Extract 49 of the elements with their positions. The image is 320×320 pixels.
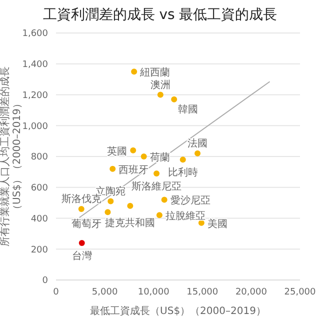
annotation: 紐西蘭 [139,66,170,79]
point [131,68,138,75]
chart-title: 工資利潤差的成長 vs 最低工資的成長 [42,6,278,25]
x-tick-label: 5,000 [92,287,118,298]
y-tick-label: 200 [30,245,48,256]
annotation: 斯洛伐克 [61,192,102,205]
point [180,156,186,163]
x-axis-title: 最低工資成長（US$）（2000–2019） [90,305,266,317]
point [127,202,134,209]
point [156,212,162,218]
y-tick-label: 800 [30,152,48,163]
y-tick-label: 400 [30,214,48,224]
annotation: 葡萄牙 [72,218,102,230]
y-axis-title: 所有行業就業人口人均工資利潤差的成長（US$）（2000–2019） [0,66,23,246]
annotation: 英國 [107,145,128,158]
y-tick-label: 0 [42,276,48,286]
x-tick-label: 15,000 [186,287,218,298]
y-tick-label: 1,400 [22,60,48,70]
point [108,198,114,204]
y-tick-label: 1,200 [22,90,48,101]
point [157,92,164,98]
point [110,166,116,172]
point [194,150,201,156]
point [171,96,178,102]
point [78,206,84,212]
y-tick-label: 600 [30,184,48,194]
point [104,209,111,216]
annotation: 澳洲 [150,78,170,91]
x-tick-label: 10,000 [138,287,170,298]
annotation: 愛沙尼亞 [170,194,210,207]
annotation: 法國 [188,137,208,150]
annotation: 美國 [207,218,228,230]
x-tick-label: 25,000 [284,287,316,298]
y-tick-label: 1,600 [22,29,48,40]
annotation: 台灣 [72,250,92,262]
x-tick-label: 0 [53,287,60,298]
annotation: 比利時 [168,166,198,179]
point [130,147,136,154]
annotation: 捷克共和國 [105,216,156,229]
annotation: 斯洛維尼亞 [132,180,182,192]
annotation: 韓國 [178,103,198,116]
y-tick-label: 1,000 [22,122,48,132]
annotation: 荷蘭 [150,152,170,164]
point [78,240,85,246]
point [154,170,160,176]
x-tick-label: 20,000 [235,287,268,298]
annotation: 拉脫維亞 [165,210,206,222]
point [140,154,147,160]
point [161,196,168,203]
